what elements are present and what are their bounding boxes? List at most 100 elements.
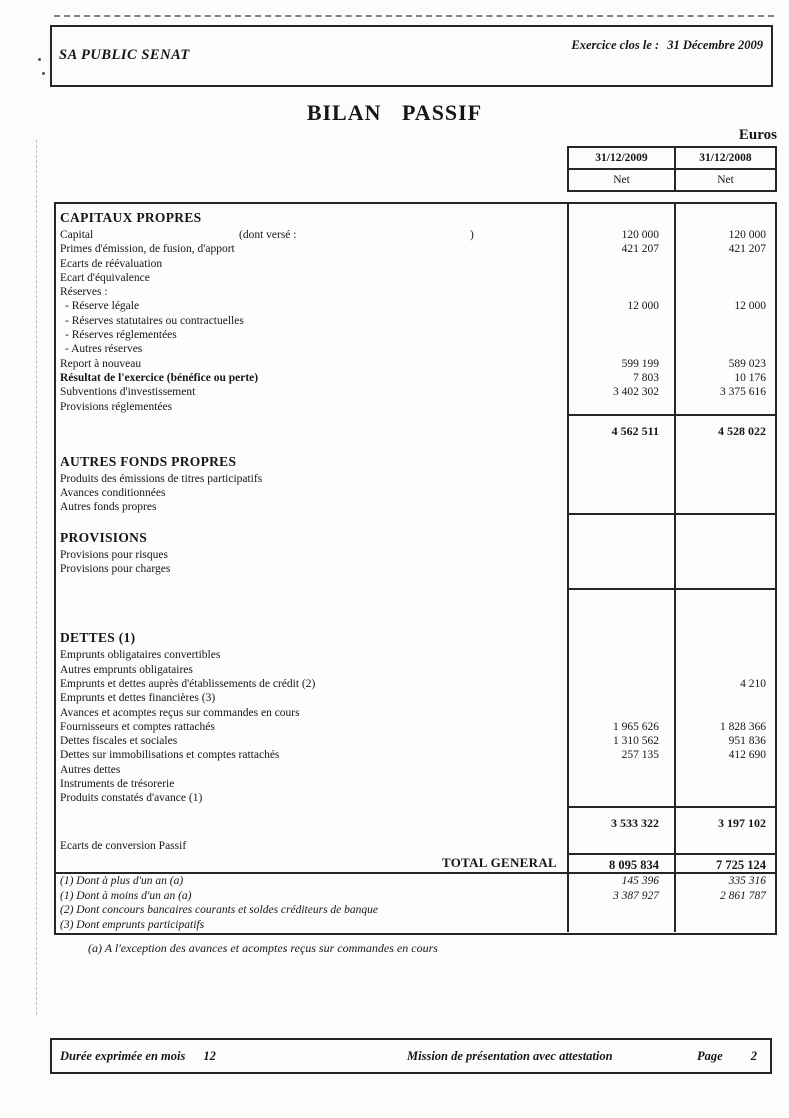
row-label-text: (2) Dont concours bancaires courants et … [60, 904, 379, 917]
mission-label: Mission de présentation avec attestation [407, 1049, 613, 1063]
row-label-text: Fournisseurs et comptes rattachés [60, 720, 215, 733]
value-2009 [567, 285, 674, 300]
line-item-row: Ecart d'équivalence [56, 270, 775, 286]
row-label: Réserves : [56, 285, 567, 299]
report-footer: Durée exprimée en mois 12 Mission de prés… [50, 1038, 772, 1074]
row-label: Subventions d'investissement [56, 385, 567, 399]
duration-label: Durée exprimée en mois [60, 1049, 186, 1063]
value-2008 [674, 629, 775, 649]
section-header-row: AUTRES FONDS PROPRES [56, 452, 775, 472]
value-2008: 4 210 [674, 676, 775, 692]
value-2009 [567, 662, 674, 677]
row-label: Ecarts de conversion Passif [56, 839, 567, 853]
row-label-text: Ecart d'équivalence [60, 271, 150, 284]
date-header-row: 31/12/2009 31/12/2008 [569, 148, 775, 170]
section-title: AUTRES FONDS PROPRES [56, 453, 567, 472]
row-label-text: - Autres réserves [65, 343, 143, 356]
value-2009 [567, 209, 674, 228]
row-label-text: Réserves : [60, 286, 108, 299]
value-2008 [674, 648, 775, 663]
section-title: DETTES (1) [56, 629, 567, 648]
duration-value: 12 [203, 1049, 216, 1063]
scan-artifact-left-line [36, 140, 37, 1015]
footnote-row: (1) Dont à moins d'un an (a) 3 387 927 2 8… [56, 888, 775, 904]
duration-line: Durée exprimée en mois 12 [60, 1049, 216, 1064]
row-label: - Réserves réglementées [56, 328, 567, 342]
row-label: Dettes fiscales et sociales [56, 734, 567, 748]
row-label-text: Dettes sur immobilisations et comptes ra… [60, 749, 280, 762]
line-item-row: Résultat de l'exercice (bénéfice ou pert… [56, 370, 775, 386]
value-2008: 7 725 124 [674, 852, 775, 872]
footnote-a: (a) A l'exception des avances et acompte… [88, 941, 438, 955]
value-2009 [567, 514, 674, 529]
value-2009: 1 310 562 [567, 734, 674, 749]
value-2009 [567, 629, 674, 649]
value-2008 [674, 328, 775, 343]
value-2008 [674, 590, 775, 630]
row-label: TOTAL GENERAL [56, 853, 567, 872]
row-label: Ecart d'équivalence [56, 271, 567, 285]
value-2009 [567, 576, 674, 591]
value-2008 [674, 500, 775, 515]
row-label: - Autres réserves [56, 342, 567, 356]
line-item-row: Provisions pour charges [56, 562, 775, 577]
value-2008 [674, 285, 775, 300]
value-2008 [674, 917, 775, 933]
line-item-row: Emprunts et dettes auprès d'établissemen… [56, 676, 775, 692]
line-item-row: Emprunts et dettes financières (3) [56, 691, 775, 706]
line-item-row: Ecarts de réévaluation [56, 256, 775, 271]
line-item-row: - Réserve légale 12 000 12 000 [56, 299, 775, 314]
row-label-text: Instruments de trésorerie [60, 778, 175, 791]
row-label: Report à nouveau [56, 357, 567, 371]
value-2009: 3 533 322 [567, 805, 674, 839]
value-2009 [567, 838, 674, 853]
row-label: Ecarts de réévaluation [56, 257, 567, 271]
value-2008: 3 375 616 [674, 385, 775, 400]
value-2008 [674, 342, 775, 357]
row-label-text: Dettes fiscales et sociales [60, 735, 178, 748]
column-header-2008: 31/12/2008 [674, 148, 775, 168]
section-title: PROVISIONS [56, 529, 567, 548]
row-label-text: Emprunts obligataires convertibles [60, 649, 221, 662]
footnote-row: (2) Dont concours bancaires courants et … [56, 903, 775, 918]
value-2008 [674, 270, 775, 286]
value-2009: 4 562 511 [567, 413, 674, 447]
row-label [56, 590, 567, 629]
row-label: Emprunts et dettes auprès d'établissemen… [56, 677, 567, 691]
value-2008 [674, 256, 775, 271]
line-item-row: Autres dettes [56, 762, 775, 778]
row-label [56, 414, 567, 447]
value-2009 [567, 777, 674, 792]
value-2009: 3 387 927 [567, 888, 674, 904]
total-general-row: TOTAL GENERAL 8 095 834 7 725 124 [56, 852, 775, 874]
value-2008 [674, 446, 775, 453]
footnote-row: (3) Dont emprunts participatifs [56, 917, 775, 933]
value-2009 [567, 256, 674, 271]
row-label-text: PROVISIONS [60, 529, 148, 545]
row-label: (1) Dont à moins d'un an (a) [56, 889, 567, 904]
row-label-text: Subventions d'investissement [60, 386, 196, 399]
line-item-row: Capital (dont versé :) 120 000 120 000 [56, 228, 775, 243]
closing-date-value: 31 Décembre 2009 [667, 38, 763, 52]
value-2008 [674, 486, 775, 501]
value-2008 [674, 562, 775, 577]
row-label-text: (3) Dont emprunts participatifs [60, 918, 205, 931]
net-header-row: Net Net [569, 170, 775, 190]
value-2009 [567, 791, 674, 806]
value-2009: 145 396 [567, 873, 674, 889]
line-item-row: Autres fonds propres [56, 500, 775, 515]
value-2009: 1 965 626 [567, 719, 674, 735]
row-label: Avances et acomptes reçus sur commandes … [56, 706, 567, 720]
value-2009: 3 402 302 [567, 385, 674, 400]
value-2009 [567, 547, 674, 563]
value-2009 [567, 590, 674, 630]
value-2008 [674, 399, 775, 414]
row-label: Produits constatés d'avance (1) [56, 791, 567, 805]
row-label-text: AUTRES FONDS PROPRES [60, 453, 237, 469]
value-2008: 120 000 [674, 228, 775, 243]
row-label: Provisions pour risques [56, 548, 567, 562]
row-label: Dettes sur immobilisations et comptes ra… [56, 748, 567, 762]
row-label-text: Emprunts et dettes financières (3) [60, 692, 216, 705]
value-2009: 120 000 [567, 228, 674, 243]
balance-sheet-table: CAPITAUX PROPRES Capital (dont versé :) 120… [54, 202, 777, 935]
